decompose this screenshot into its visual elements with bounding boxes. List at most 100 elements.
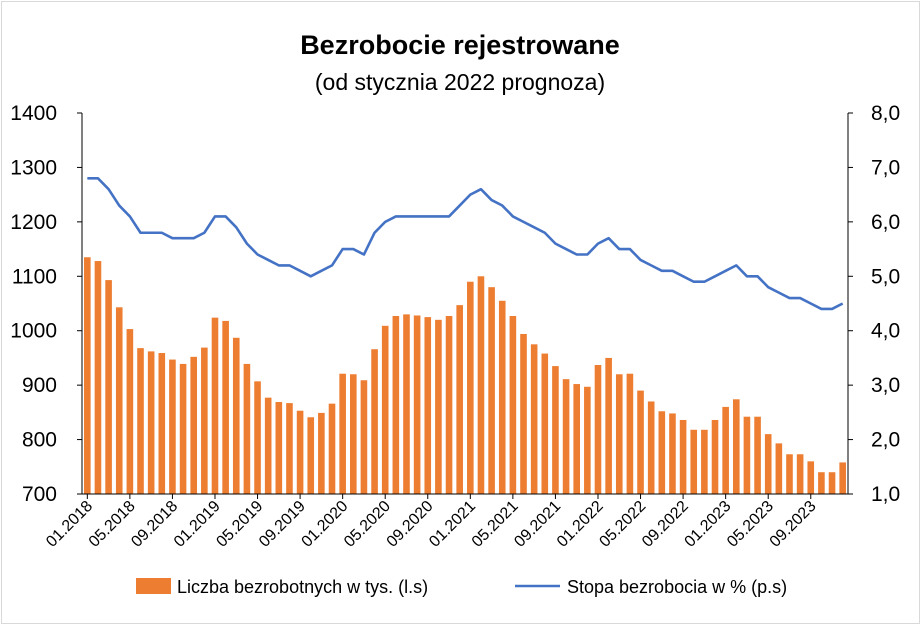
bar (201, 347, 208, 494)
right-tick-label: 4,0 (871, 320, 900, 343)
left-tick-label: 1400 (10, 102, 57, 125)
bar (754, 416, 761, 494)
bar (477, 276, 485, 494)
bar (839, 462, 846, 494)
bar (349, 374, 357, 494)
bar (296, 410, 304, 494)
bar (105, 280, 112, 494)
bar (403, 314, 410, 494)
left-tick-label: 1100 (12, 265, 57, 288)
line-series (87, 177, 844, 311)
bar (286, 403, 293, 494)
x-tick-label: 09.2020 (384, 498, 437, 551)
x-tick-label: 01.2023 (682, 498, 735, 551)
bar (190, 356, 198, 494)
bar (573, 384, 581, 494)
bar (520, 333, 527, 494)
bar (424, 317, 432, 494)
x-tick-label: 01.2019 (171, 498, 224, 551)
bar (701, 429, 708, 494)
bar (243, 363, 251, 494)
x-tick-label: 09.2023 (767, 498, 820, 551)
bar (764, 434, 772, 494)
x-tick-label: 09.2022 (639, 498, 692, 551)
legend: Liczba bezrobotnych w tys. (l.s) Stopa be… (136, 577, 787, 597)
right-tick-label: 7,0 (871, 156, 900, 179)
left-tick-label: 1300 (10, 156, 57, 179)
bar (179, 363, 187, 494)
bar (211, 317, 219, 494)
bar (775, 443, 783, 494)
x-tick-label: 05.2019 (213, 498, 266, 551)
bar (264, 397, 272, 494)
chart-title: Bezrobocie rejestrowane (300, 30, 620, 60)
right-tick-label: 2,0 (871, 429, 900, 452)
bar-series (84, 257, 846, 494)
x-tick-label: 01.2021 (426, 498, 479, 551)
bar (467, 281, 474, 494)
bar (690, 429, 698, 494)
x-tick-label: 09.2021 (511, 498, 564, 551)
bar (679, 419, 687, 494)
left-tick-label: 700 (22, 483, 57, 506)
bar (498, 300, 506, 494)
bar (435, 319, 442, 494)
bar (275, 402, 283, 494)
x-tick-label: 01.2020 (299, 498, 352, 551)
left-axis: 700 800 900 1000 1100 1200 1300 1400 (10, 102, 83, 506)
x-tick-label: 05.2022 (596, 498, 649, 551)
chart-subtitle: (od stycznia 2022 prognoza) (315, 69, 605, 95)
bar (509, 316, 517, 494)
bar (530, 344, 538, 494)
x-tick-label: 09.2018 (128, 498, 181, 551)
bar (786, 454, 793, 494)
bar (137, 348, 144, 494)
bar (818, 472, 825, 494)
bar (658, 411, 666, 494)
bar (615, 374, 623, 494)
legend-bar-swatch (136, 578, 171, 594)
bar (594, 365, 602, 494)
right-axis: 1,0 2,0 3,0 4,0 5,0 6,0 7,0 8,0 (847, 102, 900, 506)
bar (605, 357, 612, 494)
left-tick-label: 900 (22, 374, 57, 397)
bar (637, 390, 644, 494)
bar (807, 461, 815, 494)
bar (562, 379, 570, 494)
bar (169, 359, 176, 494)
bar (307, 417, 315, 494)
left-tick-label: 1000 (10, 320, 57, 343)
x-tick-label: 05.2018 (86, 498, 139, 551)
bar (541, 353, 549, 494)
bar (445, 316, 453, 494)
x-tick-label: 05.2023 (724, 498, 777, 551)
bar (413, 315, 421, 494)
bar (796, 454, 804, 494)
bar (222, 320, 229, 494)
bar (232, 337, 240, 494)
bar (84, 257, 91, 494)
bar (743, 416, 751, 494)
x-tick-label: 05.2020 (341, 498, 394, 551)
right-tick-label: 8,0 (871, 102, 900, 125)
bar (647, 401, 655, 494)
right-tick-label: 3,0 (871, 374, 900, 397)
bar (626, 373, 634, 494)
bar (328, 403, 336, 494)
bar (711, 419, 719, 494)
bar (147, 351, 155, 494)
left-tick-label: 800 (22, 429, 57, 452)
bar (254, 381, 261, 494)
bar (158, 353, 166, 494)
x-tick-label: 05.2021 (469, 498, 522, 551)
right-tick-label: 1,0 (871, 483, 900, 506)
bar (381, 325, 389, 494)
right-tick-label: 6,0 (871, 211, 900, 234)
bar (94, 261, 102, 494)
bar (115, 307, 123, 494)
bar (318, 412, 325, 494)
bar (456, 305, 463, 494)
x-tick-label: 01.2022 (554, 498, 607, 551)
x-tick-label: 09.2019 (256, 498, 309, 551)
